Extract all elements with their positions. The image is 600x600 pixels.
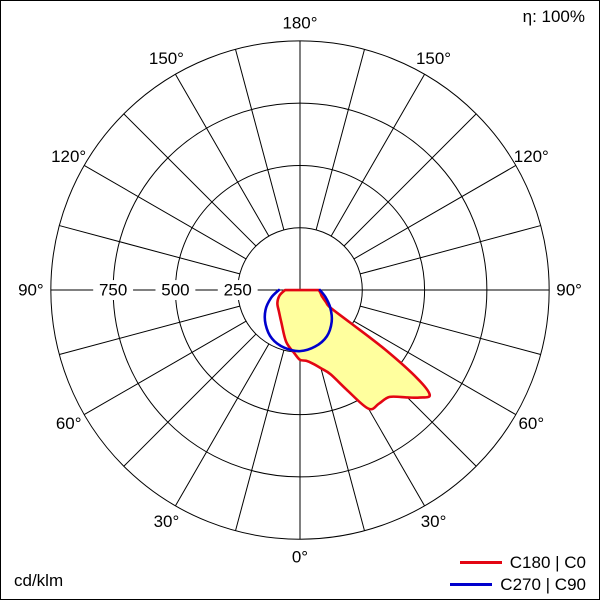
radial-tick-label: 250 [224,281,252,300]
grid-spoke [123,333,257,467]
grid-spoke [59,305,240,356]
unit-label: cd/klm [14,571,64,590]
angle-label: 180° [282,13,317,32]
grid-spoke [174,73,270,237]
grid-spoke [235,350,285,531]
angle-label: 120° [514,147,549,166]
radial-tick-label: 750 [99,281,127,300]
grid-spoke [353,165,517,260]
legend-line-c180-c0 [459,561,502,564]
angle-label: 60° [56,414,82,433]
radial-tick-label: 500 [161,281,189,300]
legend-line-c270-c90 [450,583,493,586]
grid-spoke [59,225,240,275]
angle-label: 150° [416,49,451,68]
grid-spoke [330,73,426,237]
angle-label: 120° [51,147,86,166]
angle-label: 90° [556,281,582,300]
grid-spoke [123,113,257,247]
legend-label-c270-c90: C270 | C90 [500,574,586,594]
radial-tick-bg [93,280,134,300]
grid-spoke [360,225,541,275]
grid-spoke [174,343,270,507]
efficiency-label: η: 100% [522,7,585,26]
grid-spoke [235,49,285,230]
angle-label: 60° [519,414,545,433]
radial-tick-bg [155,280,196,300]
radial-tick-bg [217,280,258,300]
legend-item: C180 | C0 [450,553,586,572]
legend-label-c180-c0: C180 | C0 [509,552,586,572]
grid-spoke [83,165,247,260]
grid-spoke [315,350,365,531]
angle-label: 30° [154,512,180,531]
angle-label: 90° [18,281,44,300]
grid-spoke [315,49,365,230]
grid-spoke [343,113,477,247]
grid-spoke [353,320,517,416]
legend: C180 | C0 C270 | C90 [450,553,586,594]
angle-label: 0° [292,548,308,567]
angle-label: 150° [149,49,184,68]
angle-label: 30° [421,512,447,531]
grid-spoke [360,305,541,356]
legend-item: C270 | C90 [450,575,586,594]
curve-c180-c0 [276,288,432,411]
grid-spoke [83,320,247,416]
curve-c270-c90 [263,288,334,353]
